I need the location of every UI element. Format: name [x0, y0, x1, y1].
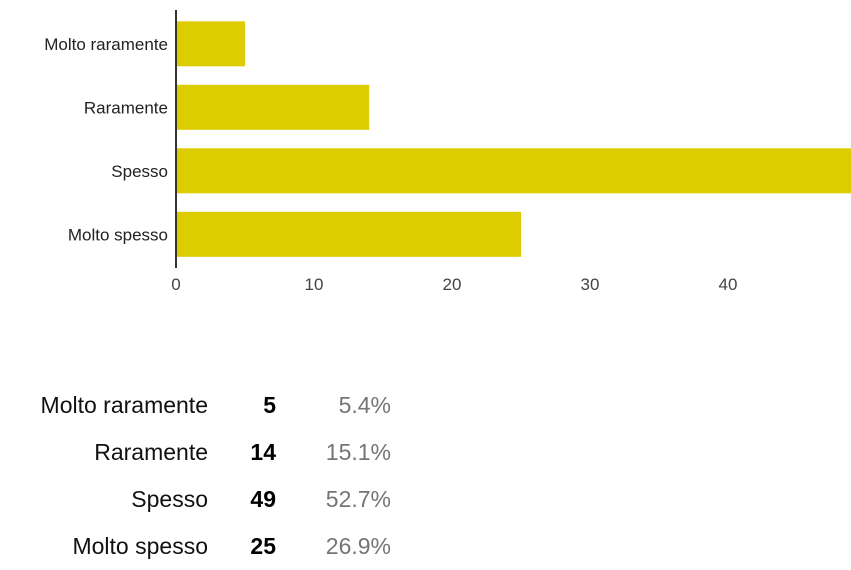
category-label: Raramente	[84, 98, 168, 117]
summary-count: 25	[250, 533, 276, 559]
summary-label: Molto spesso	[72, 533, 208, 559]
summary-row: Spesso 49 52.7%	[0, 476, 391, 523]
summary-label: Raramente	[94, 439, 208, 465]
summary-percent: 26.9%	[325, 533, 391, 559]
summary-percent: 5.4%	[338, 392, 391, 418]
summary-count: 5	[263, 392, 276, 418]
summary-count: 49	[250, 486, 276, 512]
summary-row: Molto raramente 5 5.4%	[0, 382, 391, 429]
summary-label: Molto raramente	[40, 392, 208, 418]
x-tick-label: 20	[443, 275, 462, 294]
summary-count: 14	[250, 439, 276, 465]
summary-percent: 52.7%	[325, 486, 391, 512]
bar	[176, 211, 521, 257]
summary-row: Raramente 14 15.1%	[0, 429, 391, 476]
x-tick-label: 0	[171, 275, 180, 294]
summary-label: Spesso	[131, 486, 208, 512]
summary-row: Molto spesso 25 26.9%	[0, 523, 391, 570]
summary-percent: 15.1%	[325, 439, 391, 465]
bar	[176, 84, 370, 130]
bar-chart: Molto raramente Raramente Spesso Molto spes…	[44, 10, 851, 294]
bar	[176, 21, 245, 67]
summary-table: Molto raramente 5 5.4% Raramente 14 15.1…	[0, 382, 391, 570]
category-label: Molto spesso	[68, 225, 168, 244]
category-label: Molto raramente	[44, 35, 168, 54]
x-tick-label: 10	[305, 275, 324, 294]
category-label: Spesso	[111, 162, 168, 181]
x-tick-label: 30	[581, 275, 600, 294]
x-tick-label: 40	[719, 275, 738, 294]
bar	[176, 148, 851, 194]
